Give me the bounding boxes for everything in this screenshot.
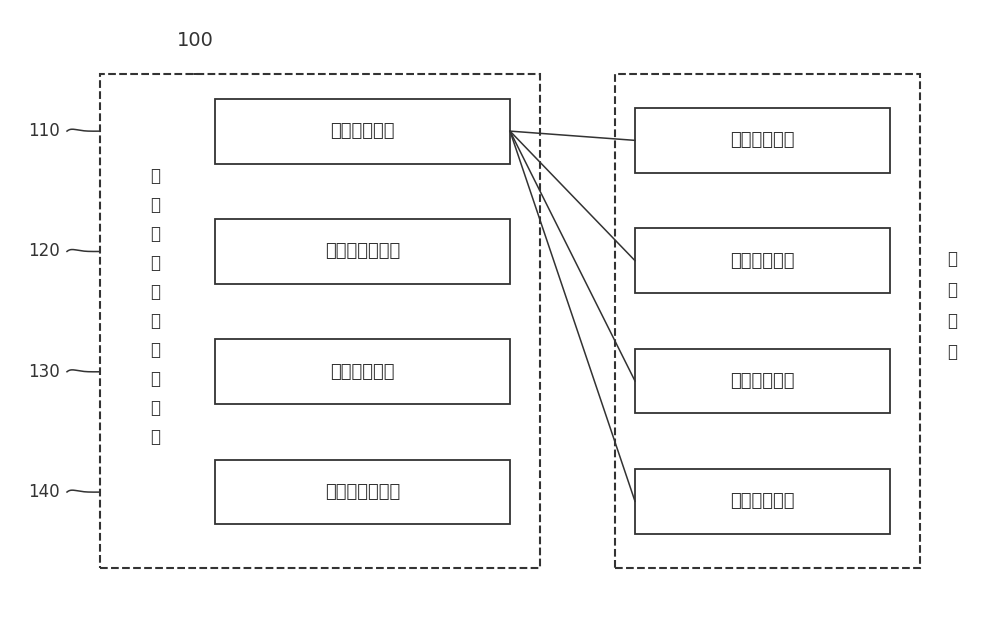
Text: 第一供电电源: 第一供电电源 [730,131,795,149]
Text: 冷: 冷 [150,167,160,185]
Text: 电: 电 [947,250,957,268]
Text: 块: 块 [150,428,160,446]
Bar [215,219,510,284]
Bar [215,460,510,524]
Text: 制: 制 [150,370,160,388]
Text: 压缩机驱动模块: 压缩机驱动模块 [325,483,400,501]
Text: 110: 110 [28,122,60,140]
Text: 130: 130 [28,363,60,381]
Text: 备: 备 [150,254,160,272]
Text: 水泵驱动模块: 水泵驱动模块 [330,363,395,381]
Bar [635,349,890,413]
Bar [100,74,540,568]
Text: 电源检测模块: 电源检测模块 [330,122,395,140]
Text: 100: 100 [177,31,213,49]
Text: 驱: 驱 [150,283,160,301]
Text: 第二供电电源: 第二供电电源 [730,252,795,270]
Text: 第三供电电源: 第三供电电源 [730,372,795,390]
Text: 120: 120 [28,242,60,260]
Text: 动: 动 [150,312,160,330]
Text: 模: 模 [947,312,957,330]
Text: 却: 却 [150,196,160,214]
Bar [215,339,510,404]
Text: 140: 140 [28,483,60,501]
Text: 传感器检测模块: 传感器检测模块 [325,242,400,260]
Bar [215,99,510,164]
Text: 模: 模 [150,399,160,417]
Bar [635,469,890,534]
Text: 源: 源 [947,281,957,299]
Bar [635,108,890,173]
Bar [615,74,920,568]
Text: 设: 设 [150,225,160,243]
Text: 控: 控 [150,341,160,359]
Text: 第四供电电源: 第四供电电源 [730,492,795,510]
Text: 块: 块 [947,342,957,361]
Bar [635,228,890,293]
